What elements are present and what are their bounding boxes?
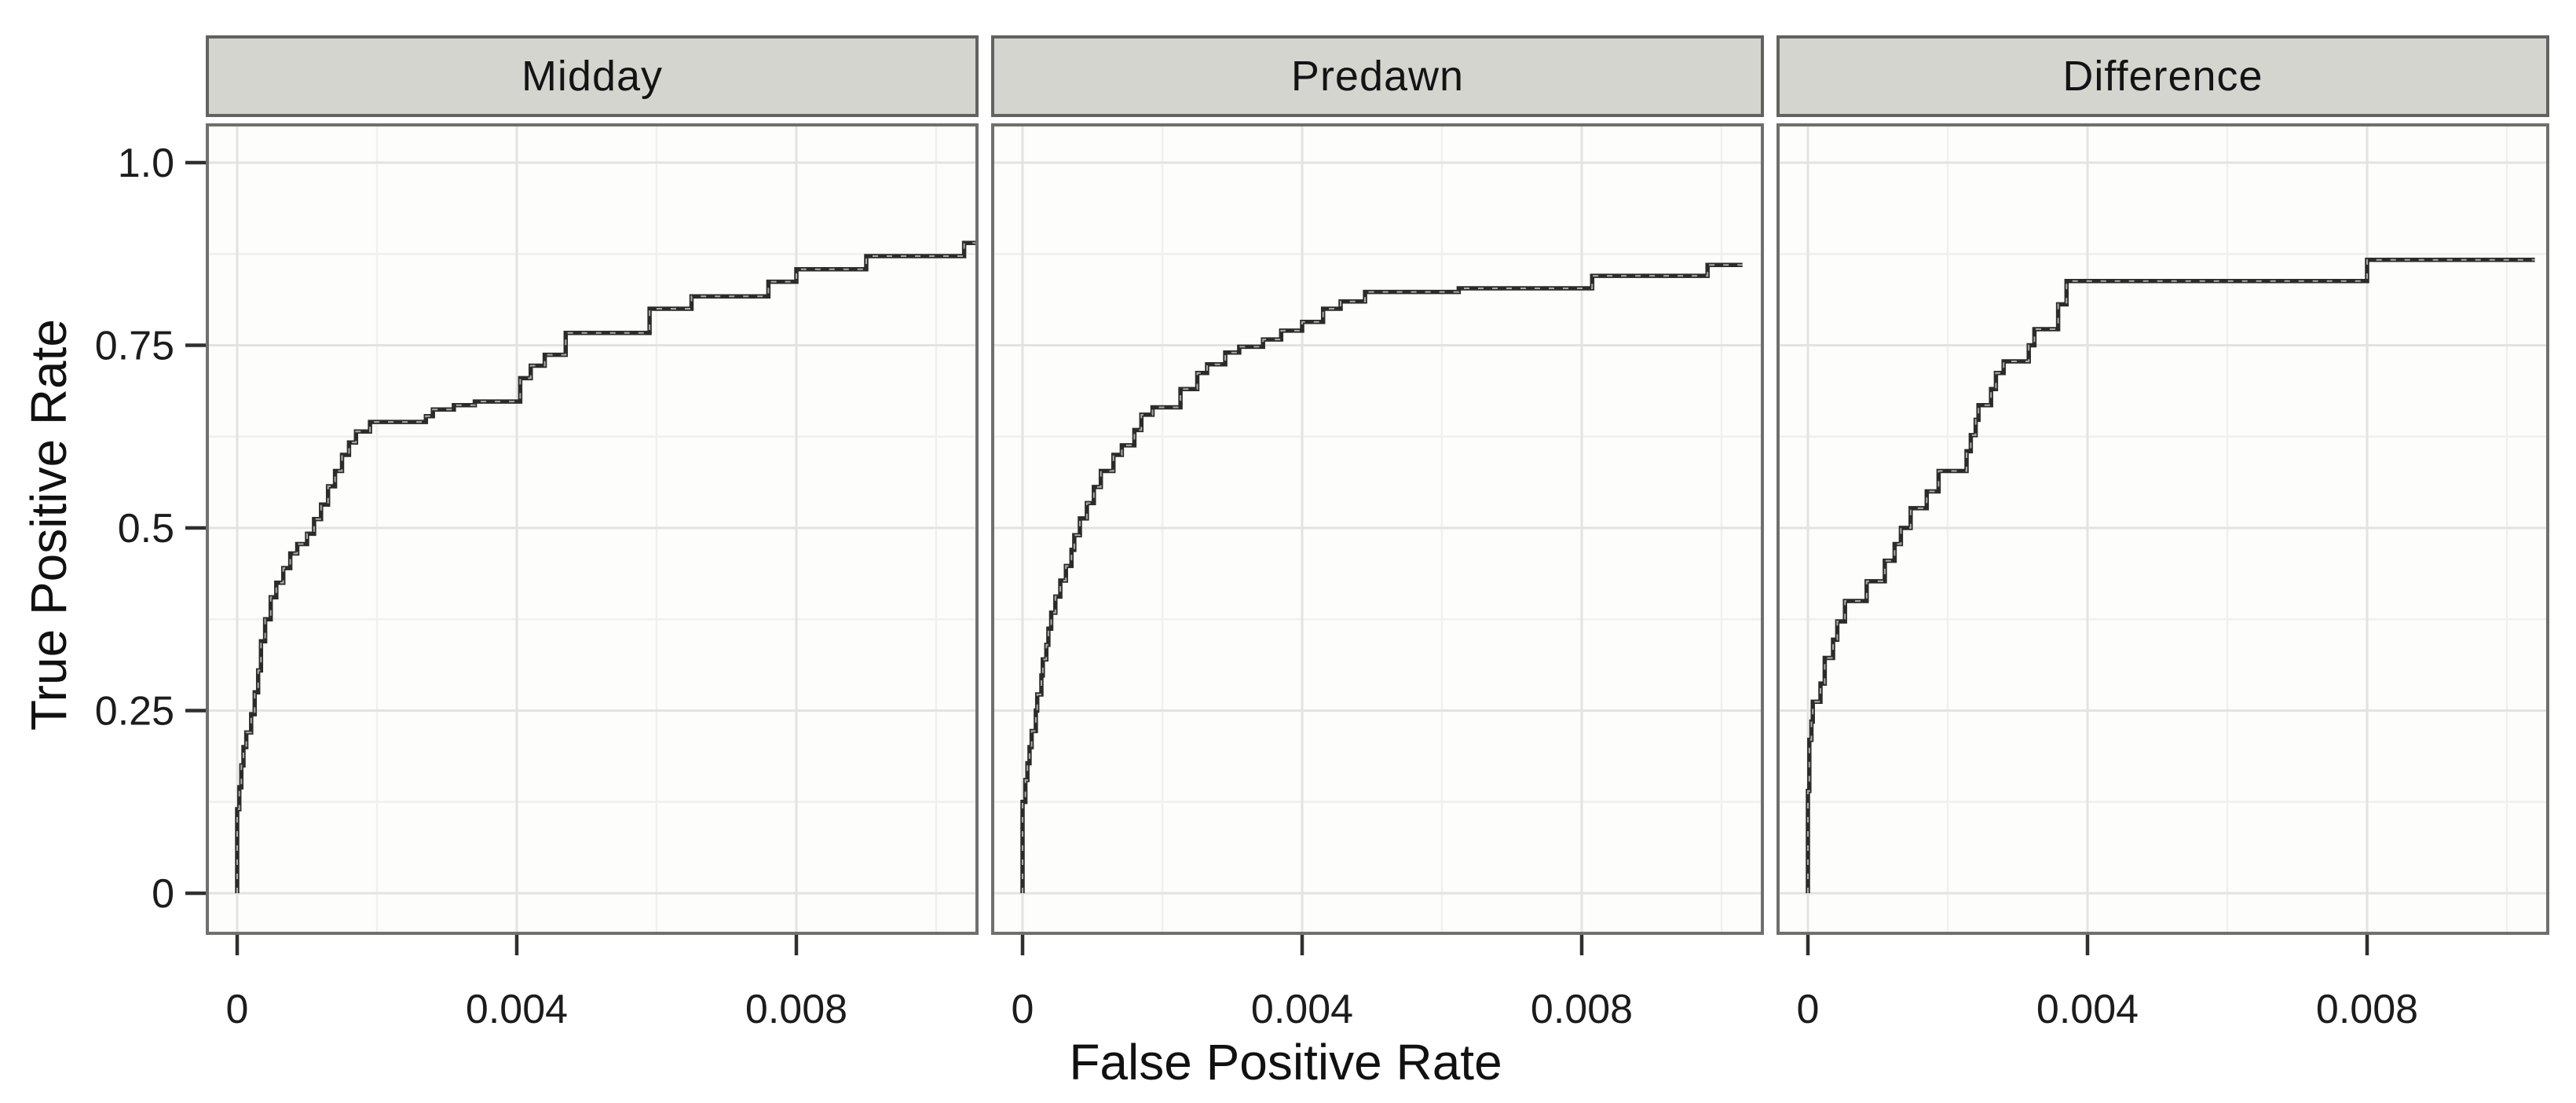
roc-curve-dash-texture bbox=[1022, 264, 1743, 893]
facet-strip-label: Predawn bbox=[1290, 53, 1465, 100]
x-tick-label: 0.004 bbox=[1251, 987, 1353, 1032]
roc-plot-difference: 0 0.004 0.008 bbox=[1776, 123, 2549, 1032]
y-tick-label: 0.5 bbox=[118, 506, 174, 552]
facet-strip-predawn: Predawn bbox=[991, 35, 1764, 117]
y-axis: 0 0.25 0.5 0.75 1.0 bbox=[95, 141, 206, 917]
x-tick-label: 0.008 bbox=[2316, 987, 2418, 1032]
roc-plot-midday: 0 0.004 0.008 bbox=[206, 123, 979, 1032]
facet-strip-label: Midday bbox=[521, 53, 664, 100]
panel-border bbox=[1776, 123, 2549, 935]
y-tick-label: 1.0 bbox=[118, 141, 174, 186]
x-tick-label: 0.008 bbox=[745, 987, 847, 1032]
x-tick-label: 0.004 bbox=[466, 987, 568, 1032]
facet-strip-label: Difference bbox=[2062, 53, 2263, 100]
x-tick-label: 0 bbox=[1797, 987, 1820, 1032]
roc-curve bbox=[1806, 257, 2535, 893]
x-tick-label: 0.008 bbox=[1531, 987, 1633, 1032]
facet-strip-difference: Difference bbox=[1776, 35, 2549, 117]
roc-curve bbox=[235, 240, 979, 893]
x-axis-title: False Positive Rate bbox=[1069, 1034, 1502, 1090]
panel-border bbox=[206, 123, 979, 935]
x-tick-label: 0 bbox=[1012, 987, 1034, 1032]
y-tick-label: 0 bbox=[152, 871, 174, 917]
panel-border bbox=[991, 123, 1764, 935]
facet-strip-midday: Midday bbox=[206, 35, 979, 117]
y-axis-title: True Positive Rate bbox=[20, 318, 77, 731]
y-tick-label: 0.25 bbox=[95, 689, 174, 735]
x-tick-label: 0.004 bbox=[2036, 987, 2139, 1032]
roc-plot-predawn: 0 0.004 0.008 bbox=[991, 123, 1764, 1032]
y-tick-label: 0.75 bbox=[95, 324, 174, 369]
x-tick-label: 0 bbox=[226, 987, 249, 1032]
